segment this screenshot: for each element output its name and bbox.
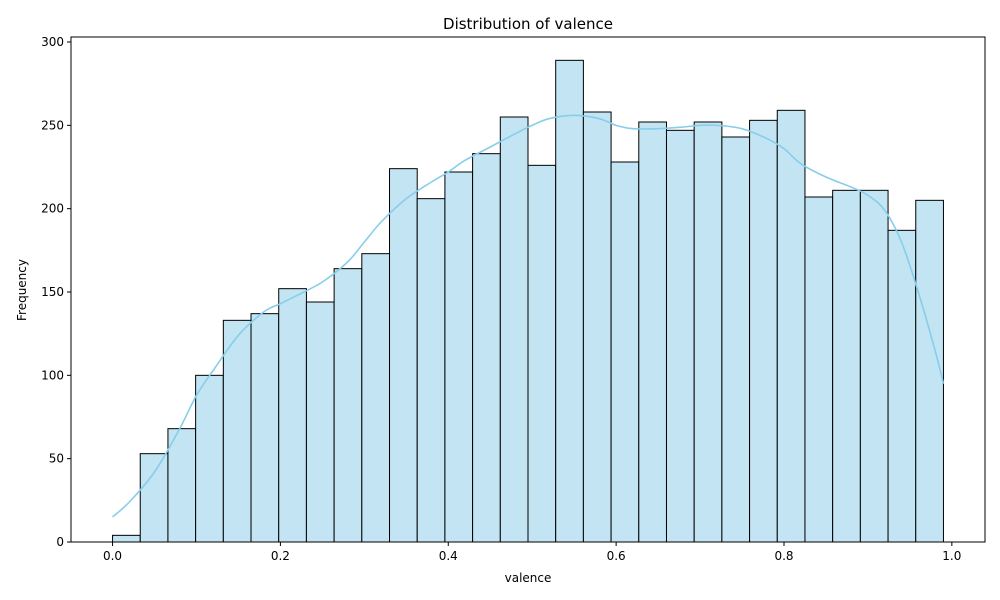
y-axis-label: Frequency (15, 259, 29, 321)
kde-curve (112, 114, 945, 518)
histogram-bar (416, 198, 446, 543)
histogram-bar (749, 119, 778, 543)
histogram-bar (195, 374, 224, 543)
x-tick-label: 1.0 (942, 549, 961, 563)
y-tick-label: 150 (41, 285, 64, 299)
histogram-bar (610, 161, 640, 543)
histogram-bar (859, 189, 889, 543)
y-tick-label: 300 (41, 35, 64, 49)
histogram-bar (555, 59, 584, 543)
y-tick-label: 200 (41, 202, 64, 216)
x-tick-label: 0.4 (439, 549, 458, 563)
histogram-bar (361, 253, 391, 543)
histogram-bar (222, 319, 252, 543)
histogram-bar (638, 121, 667, 543)
histogram-bar (305, 301, 335, 543)
x-tick-label: 0.0 (103, 549, 122, 563)
histogram-bar (499, 116, 529, 543)
histogram-bar (167, 428, 197, 543)
y-tick-label: 100 (41, 368, 64, 382)
histogram-bar (832, 189, 861, 543)
histogram-bar (804, 196, 834, 543)
histogram-bar (887, 229, 917, 543)
histogram-bar (776, 109, 806, 543)
x-axis-label: valence (505, 571, 552, 585)
y-tick-label: 50 (49, 452, 64, 466)
kde-layer (112, 114, 945, 518)
histogram-bar (139, 453, 169, 543)
histogram-bar (250, 313, 280, 543)
histogram-bar (333, 268, 363, 543)
histogram-bar (278, 288, 307, 543)
histogram-bar (389, 168, 418, 543)
histogram-bar (444, 171, 474, 543)
y-tick-label: 250 (41, 118, 64, 132)
histogram-bar (693, 121, 723, 543)
x-tick-label: 0.6 (607, 549, 626, 563)
histogram-bar (721, 136, 751, 543)
x-tick-label: 0.8 (774, 549, 793, 563)
x-axis-ticks: 0.0 0.2 0.4 0.6 0.8 1.0 (103, 542, 961, 563)
bars-layer (112, 59, 944, 543)
y-axis-ticks: 0 50 100 150 200 250 300 (41, 35, 71, 549)
chart-title: Distribution of valence (443, 15, 613, 33)
y-tick-label: 0 (56, 535, 64, 549)
histogram-bar (472, 153, 501, 543)
x-tick-label: 0.2 (271, 549, 290, 563)
histogram-bar (665, 129, 695, 543)
histogram-bar (112, 534, 141, 543)
histogram-bar (582, 111, 612, 543)
histogram-bar (527, 164, 557, 543)
plot-area-frame (70, 36, 986, 543)
histogram-bar (915, 199, 944, 543)
